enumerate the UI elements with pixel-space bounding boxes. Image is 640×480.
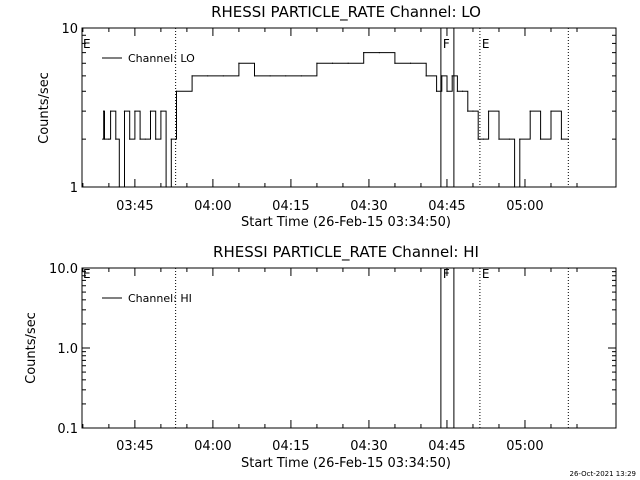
bottom-chart-title: RHESSI PARTICLE_RATE Channel: HI — [213, 243, 479, 262]
top-legend-label: Channel: LO — [128, 52, 195, 65]
top-plot-frame — [81, 27, 617, 188]
top-data-point — [165, 186, 167, 188]
top-data-point — [508, 138, 510, 140]
top-data-point — [456, 90, 458, 92]
top-data-point — [472, 110, 474, 112]
top-data-point — [441, 75, 443, 77]
bottom-x-tick-label: 04:30 — [350, 439, 387, 454]
bottom-y-tick-label: 10.0 — [49, 262, 78, 277]
top-data-point — [363, 52, 365, 54]
top-x-tick-label: 04:00 — [194, 199, 231, 214]
top-x-tick-label: 05:00 — [506, 199, 543, 214]
top-data-point — [550, 110, 552, 112]
top-data-point — [519, 138, 521, 140]
bottom-y-axis-label: Counts/sec — [24, 312, 39, 384]
top-x-tick-label: 04:30 — [350, 199, 387, 214]
bottom-x-tick-label: 03:45 — [116, 439, 153, 454]
top-data-point — [118, 186, 120, 188]
top-data-point — [191, 75, 193, 77]
bottom-marker-label: F — [443, 267, 450, 281]
top-data-point — [451, 75, 453, 77]
top-data-point — [155, 138, 157, 140]
top-data-point — [149, 110, 152, 112]
top-data-point — [253, 75, 256, 77]
top-data-point — [238, 62, 240, 64]
top-data-point — [170, 138, 172, 140]
top-data-point — [108, 138, 110, 140]
footer-timestamp: 26-Oct-2021 13:29 — [570, 470, 636, 478]
top-data-point — [331, 62, 334, 64]
top-data-point — [560, 138, 562, 140]
top-data-point — [103, 138, 106, 140]
top-data-point — [482, 138, 484, 140]
top-data-point — [316, 62, 318, 64]
top-data-point — [123, 110, 126, 112]
top-data-point — [513, 186, 516, 188]
top-data-point — [129, 138, 131, 140]
top-x-axis-label: Start Time (26-Feb-15 03:34:50) — [241, 215, 451, 230]
top-data-point — [110, 110, 112, 112]
top-data-point — [467, 110, 469, 112]
top-data-point — [539, 138, 542, 140]
bottom-y-tick-label: 0.1 — [57, 422, 78, 437]
top-chart-title: RHESSI PARTICLE_RATE Channel: LO — [211, 3, 481, 22]
top-data-point — [134, 110, 136, 112]
top-data-point — [175, 90, 178, 92]
top-marker-label: E — [482, 37, 490, 51]
bottom-y-tick-label: 1.0 — [57, 342, 78, 357]
top-data-point — [529, 110, 531, 112]
top-data-point — [300, 75, 302, 77]
top-data-point — [425, 75, 427, 77]
top-y-tick-label: 1 — [70, 181, 78, 196]
top-data-point — [567, 138, 569, 140]
top-data-point — [498, 138, 500, 140]
top-data-point — [103, 110, 105, 112]
top-data-point — [160, 110, 162, 112]
top-x-tick-label: 03:45 — [116, 199, 153, 214]
top-data-point — [115, 138, 117, 140]
bottom-x-axis-label: Start Time (26-Feb-15 03:34:50) — [241, 456, 451, 471]
top-x-tick-label: 04:15 — [272, 199, 309, 214]
top-data-point — [269, 75, 271, 77]
top-marker-label: F — [443, 37, 450, 51]
bottom-marker-label: E — [482, 267, 490, 281]
top-data-point — [222, 75, 224, 77]
top-data-point — [487, 110, 490, 112]
top-data-point — [102, 138, 104, 140]
top-x-tick-label: 04:45 — [428, 199, 465, 214]
top-series-line — [102, 52, 569, 188]
top-data-point — [446, 90, 448, 92]
top-data-point — [394, 62, 396, 64]
top-data-point — [144, 138, 146, 140]
bottom-x-tick-label: 05:00 — [506, 439, 543, 454]
bottom-x-tick-label: 04:15 — [272, 439, 309, 454]
bottom-legend-label: Channel: HI — [128, 292, 192, 305]
top-data-point — [409, 62, 412, 64]
top-data-point — [285, 75, 287, 77]
top-y-tick-label: 10 — [61, 22, 78, 37]
top-data-point — [378, 52, 380, 54]
top-data-point — [461, 90, 464, 92]
top-data-point — [207, 75, 209, 77]
top-data-point — [347, 62, 349, 64]
top-data-point — [139, 138, 141, 140]
top-data-point — [477, 138, 479, 140]
top-marker-label: E — [83, 37, 91, 51]
bottom-x-tick-label: 04:45 — [428, 439, 465, 454]
top-data-point — [175, 138, 177, 140]
top-y-axis-label: Counts/sec — [37, 72, 52, 144]
bottom-x-tick-label: 04:00 — [194, 439, 231, 454]
bottom-marker-label: E — [83, 267, 91, 281]
top-data-point — [435, 90, 438, 92]
